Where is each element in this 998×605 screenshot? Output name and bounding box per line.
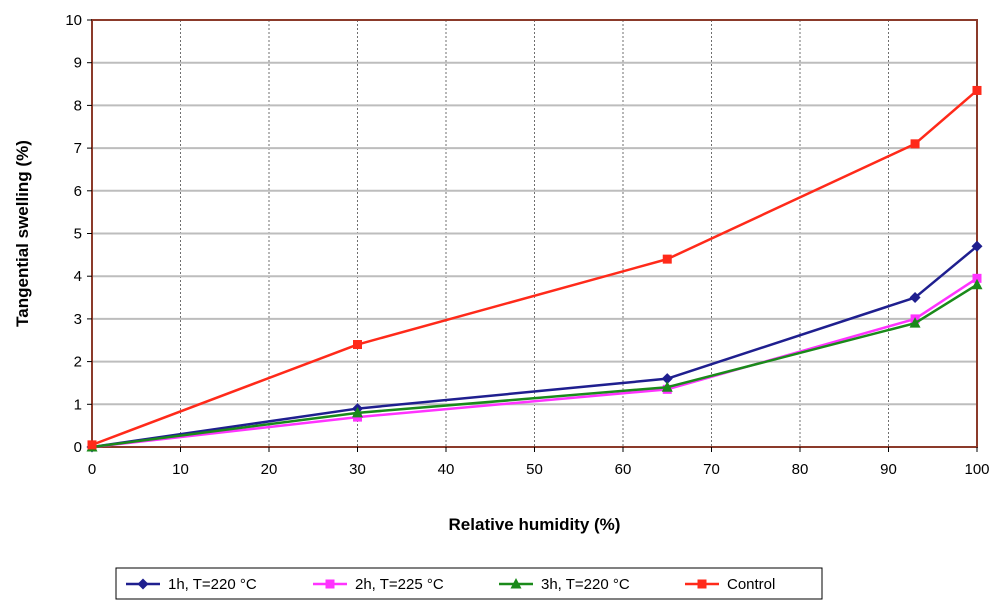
x-tick-label: 10 — [172, 461, 189, 478]
x-tick-label: 90 — [880, 461, 897, 478]
data-point — [910, 139, 920, 149]
y-tick-label: 10 — [65, 12, 82, 29]
tick-layer: 0 10 20 30 40 50 60 70 80 90 100 0 1 2 3 4 5 6 7 8 9 10 — [65, 12, 989, 478]
legend-item: 1h, T=220 °C — [126, 576, 257, 593]
data-point — [353, 340, 362, 350]
legend-label: 1h, T=220 °C — [168, 576, 257, 593]
x-tick-label: 50 — [526, 461, 543, 478]
x-tick-label: 100 — [964, 461, 989, 478]
data-point — [87, 440, 97, 450]
data-point — [971, 278, 983, 290]
legend-label: Control — [727, 576, 775, 593]
x-axis-title: Relative humidity (%) — [449, 515, 621, 534]
data-point — [971, 240, 983, 252]
series-4 — [87, 85, 982, 450]
x-tick-label: 0 — [88, 461, 96, 478]
legend-label: 3h, T=220 °C — [541, 576, 630, 593]
y-tick-label: 3 — [74, 311, 82, 328]
x-tick-label: 80 — [792, 461, 809, 478]
data-point — [352, 406, 363, 418]
legend-swatch-marker — [137, 578, 149, 590]
y-tick-label: 4 — [74, 268, 82, 285]
y-tick-label: 7 — [74, 140, 82, 157]
data-point — [661, 373, 673, 385]
legend: 1h, T=220 °C 2h, T=225 °C 3h, T=220 °C Cont… — [115, 567, 823, 600]
x-tick-label: 40 — [438, 461, 455, 478]
y-tick-label: 9 — [74, 55, 82, 72]
y-axis-title: Tangential swelling (%) — [13, 140, 32, 327]
x-tick-label: 20 — [261, 461, 278, 478]
series-layer — [86, 85, 983, 453]
legend-label: 2h, T=225 °C — [355, 576, 444, 593]
y-tick-label: 6 — [74, 183, 82, 200]
y-tick-label: 0 — [74, 439, 82, 456]
y-tick-label: 1 — [74, 396, 82, 413]
legend-swatch-marker — [325, 579, 335, 589]
data-point — [662, 254, 672, 264]
x-tick-label: 60 — [615, 461, 632, 478]
legend-item: Control — [685, 576, 775, 593]
y-tick-label: 5 — [74, 226, 82, 243]
legend-swatch-marker — [697, 579, 707, 589]
grid-layer — [92, 20, 977, 447]
x-tick-label: 70 — [703, 461, 720, 478]
y-tick-label: 8 — [74, 97, 82, 114]
data-point — [972, 273, 982, 283]
legend-item: 3h, T=220 °C — [499, 576, 630, 593]
y-tick-label: 2 — [74, 354, 82, 371]
data-point — [909, 292, 921, 304]
data-point — [661, 381, 673, 392]
legend-swatch-marker — [510, 578, 522, 589]
legend-item: 2h, T=225 °C — [313, 576, 444, 593]
x-tick-label: 30 — [349, 461, 366, 478]
data-point — [972, 85, 982, 95]
data-point — [909, 317, 921, 328]
